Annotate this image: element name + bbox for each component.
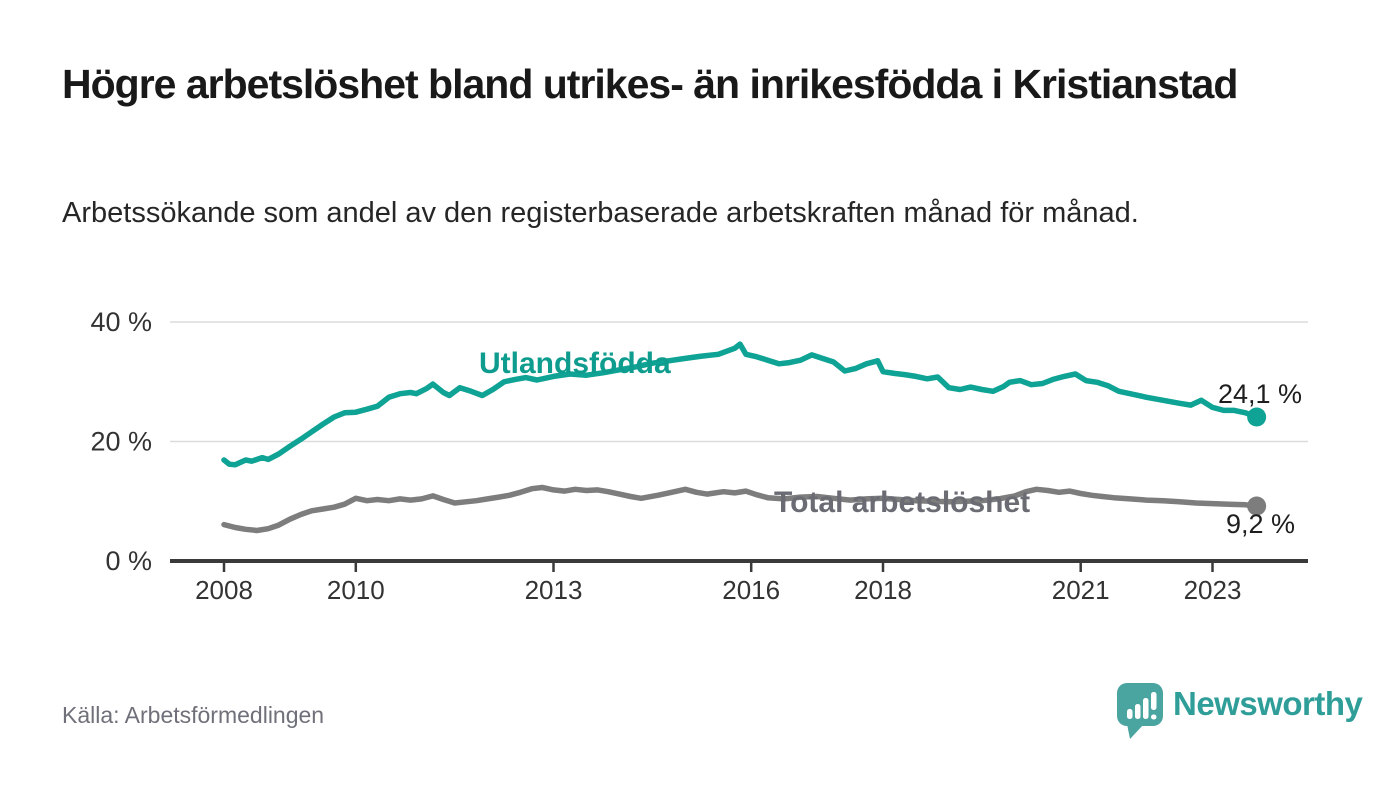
series-end-dot-utlandsfodda: [1247, 407, 1267, 427]
series-label-total-arbetsloshet: Total arbetslöshet: [774, 486, 1030, 519]
x-axis-tick-label: 2021: [1052, 575, 1110, 605]
source-note: Källa: Arbetsförmedlingen: [62, 702, 325, 728]
x-axis-tick-label: 2023: [1184, 575, 1242, 605]
y-axis-tick-label: 0 %: [105, 546, 152, 576]
y-axis-tick-label: 40 %: [90, 307, 152, 337]
chart-title: Högre arbetslöshet bland utrikes- än inr…: [62, 61, 1238, 107]
x-axis-tick-label: 2018: [854, 575, 912, 605]
series-end-value-utlandsfodda: 24,1 %: [1218, 379, 1302, 409]
x-axis-tick-label: 2010: [327, 575, 385, 605]
chart-subtitle: Arbetssökande som andel av den registerb…: [62, 197, 1139, 229]
y-axis-tick-label: 20 %: [90, 427, 152, 457]
series-label-utlandsfodda: Utlandsfödda: [479, 347, 671, 380]
newsworthy-bubble-chart-icon: [1117, 683, 1163, 739]
newsworthy-wordmark: Newsworthy: [1173, 685, 1363, 722]
series-line-utlandsfodda: [221, 341, 1260, 468]
x-axis-tick-label: 2013: [525, 575, 583, 605]
x-axis-tick-label: 2008: [195, 575, 253, 605]
series-end-dot-total-arbetsloshet: [1247, 496, 1267, 516]
series-line-total-arbetsloshet: [221, 484, 1260, 534]
x-axis-tick-label: 2016: [722, 575, 780, 605]
newsworthy-logo: Newsworthy: [1116, 682, 1363, 742]
series-end-value-total-arbetsloshet: 9,2 %: [1226, 509, 1295, 539]
